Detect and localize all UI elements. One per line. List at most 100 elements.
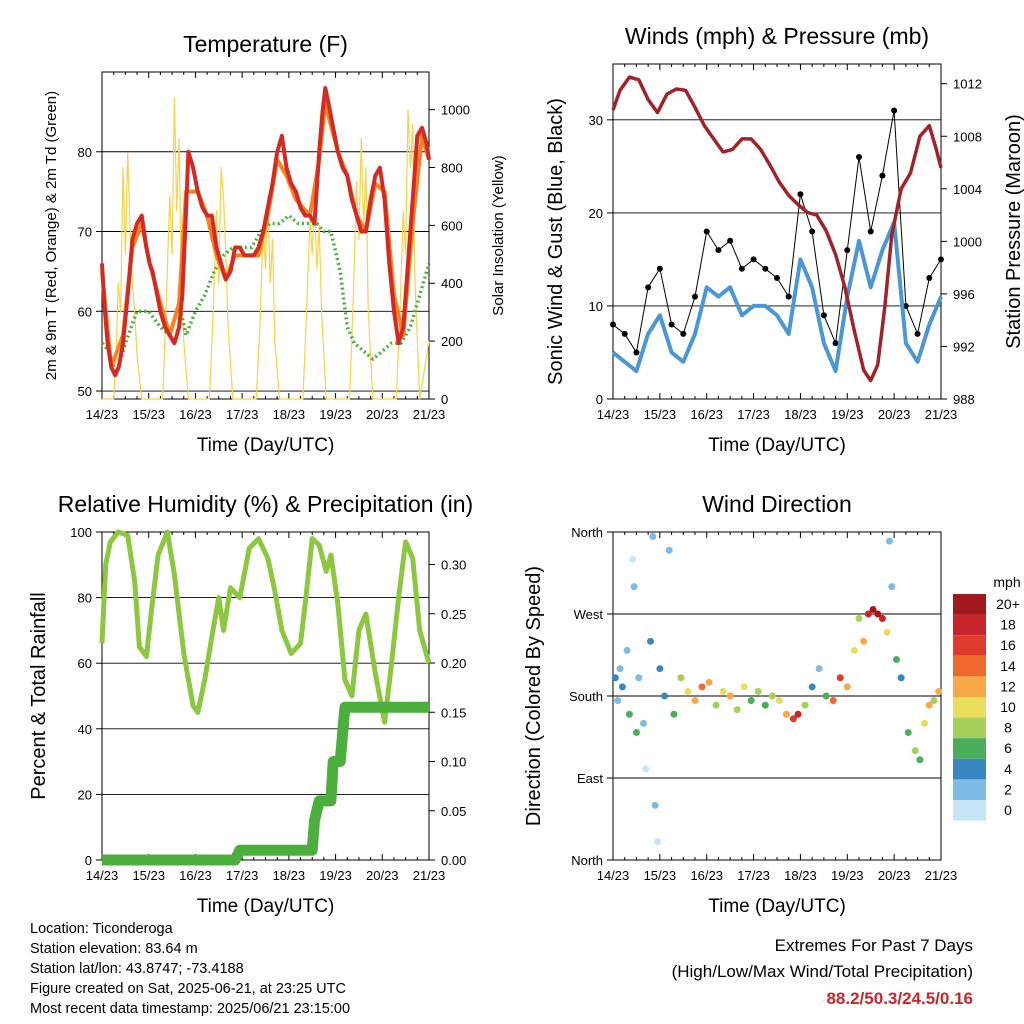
direction-point — [639, 719, 647, 727]
y-tick-label: 100 — [70, 525, 92, 540]
direction-point — [761, 701, 769, 709]
station-info: Location: Ticonderoga Station elevation:… — [30, 919, 350, 1019]
x-tick-label: 18/23 — [273, 868, 306, 883]
gust-point — [692, 293, 698, 300]
x-tick-label: 19/23 — [319, 868, 352, 883]
direction-point — [665, 546, 673, 554]
elevation-text: Station elevation: 83.64 m — [30, 941, 198, 957]
direction-point — [843, 683, 851, 691]
legend-label: 4 — [1004, 761, 1012, 777]
y-tick-label: 60 — [78, 304, 92, 319]
direction-point — [822, 692, 830, 700]
x-tick-label: 19/23 — [831, 868, 864, 883]
direction-point — [904, 728, 912, 736]
direction-point — [712, 701, 720, 709]
created-text: Figure created on Sat, 2025-06-21, at 23… — [30, 981, 346, 997]
humidity-line — [99, 529, 432, 725]
legend-swatch — [953, 697, 986, 718]
x-tick-label: 21/23 — [413, 868, 446, 883]
precip-line — [102, 701, 429, 866]
direction-point — [775, 697, 783, 705]
x-tick-label: 19/23 — [831, 407, 864, 422]
y-right-axis-label: Solar Insolation (Yellow) — [490, 155, 507, 315]
direction-point — [864, 610, 872, 618]
x-tick-label: 17/23 — [737, 407, 770, 422]
y-tick-label: 0 — [596, 392, 603, 407]
extremes-values: 88.2/50.3/24.5/0.16 — [826, 989, 973, 1008]
direction-point — [614, 697, 622, 705]
gust-point — [891, 107, 898, 114]
direction-point — [930, 697, 938, 705]
gust-point — [703, 228, 710, 235]
x-axis-label: Time (Day/UTC) — [197, 435, 335, 456]
x-tick-label: 21/23 — [925, 407, 958, 422]
x-tick-label: 17/23 — [737, 868, 770, 883]
x-tick-label: 14/23 — [86, 407, 119, 422]
legend-label: 16 — [1000, 637, 1016, 653]
direction-point — [698, 683, 706, 691]
chart-title: Wind Direction — [702, 491, 852, 517]
x-tick-label: 17/23 — [226, 407, 259, 422]
location-text: Location: Ticonderoga — [30, 921, 173, 937]
y-axis-label: 2m & 9m T (Red, Orange) & 2m Td (Green) — [43, 91, 60, 380]
gust-point — [680, 330, 687, 337]
direction-point — [860, 637, 868, 645]
direction-point — [782, 710, 790, 718]
gust-point — [820, 312, 827, 319]
gust-point — [656, 265, 663, 272]
y-right-tick-label: 800 — [441, 160, 463, 175]
y-right-tick-label: 1000 — [953, 234, 982, 249]
legend-label: 18 — [1000, 617, 1016, 633]
direction-point — [623, 646, 631, 654]
gust-point — [785, 293, 792, 300]
direction-point — [677, 674, 685, 682]
latest-text: Most recent data timestamp: 2025/06/21 2… — [30, 1001, 351, 1017]
gust-point — [762, 265, 769, 272]
direction-point — [801, 701, 809, 709]
x-tick-label: 14/23 — [597, 868, 630, 883]
legend-swatch — [953, 655, 986, 677]
x-tick-label: 15/23 — [644, 407, 677, 422]
legend-swatch — [953, 800, 986, 821]
legend-swatch — [953, 738, 986, 759]
x-tick-label: 19/23 — [319, 407, 352, 422]
chart-title: Temperature (F) — [183, 31, 348, 57]
direction-point — [836, 674, 844, 682]
gust-point — [797, 191, 804, 198]
x-tick-label: 16/23 — [690, 868, 723, 883]
direction-point — [705, 678, 713, 686]
y-tick-label: 40 — [78, 722, 92, 737]
x-axis-label: Time (Day/UTC) — [708, 435, 846, 456]
x-tick-label: 15/23 — [644, 868, 677, 883]
direction-point — [656, 665, 664, 673]
direction-point — [661, 692, 669, 700]
direction-point — [618, 683, 626, 691]
direction-point — [892, 656, 900, 664]
y-tick-label: 80 — [78, 145, 92, 160]
direction-point — [625, 710, 633, 718]
direction-point — [616, 665, 624, 673]
direction-point — [733, 706, 741, 714]
y-right-tick-label: 992 — [953, 339, 975, 354]
x-tick-label: 18/23 — [784, 868, 817, 883]
y-tick-label: East — [577, 771, 603, 786]
gust-point — [844, 247, 851, 254]
y-axis-label: Percent & Total Rainfall — [28, 592, 50, 800]
direction-point — [635, 674, 643, 682]
x-tick-label: 16/23 — [179, 868, 212, 883]
x-tick-label: 20/23 — [366, 868, 399, 883]
y-tick-label: 0 — [85, 853, 92, 868]
gust-point — [750, 256, 757, 263]
x-tick-label: 16/23 — [690, 407, 723, 422]
direction-point — [768, 692, 776, 700]
legend-label: 2 — [1004, 781, 1012, 797]
y-right-tick-label: 0 — [441, 392, 448, 407]
gust-point — [809, 228, 816, 235]
y-tick-label: North — [571, 853, 603, 868]
direction-point — [878, 615, 886, 623]
x-tick-label: 16/23 — [179, 407, 212, 422]
direction-point — [874, 610, 882, 618]
gust-point — [610, 321, 616, 328]
direction-point — [921, 719, 929, 727]
temp-9m-line — [100, 101, 431, 370]
